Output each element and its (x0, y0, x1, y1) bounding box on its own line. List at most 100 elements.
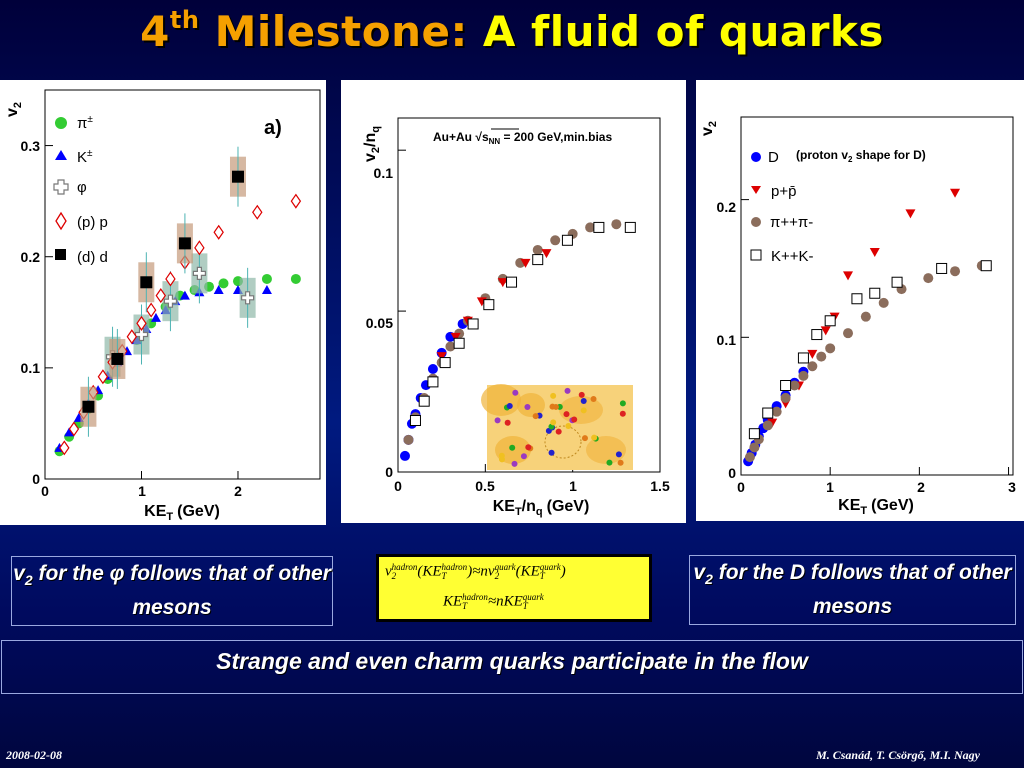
chart-b-point-s1-14 (585, 222, 596, 233)
chart-c-point-s2-12 (860, 311, 871, 322)
chart-a-ylabel-sub: 2 (12, 102, 24, 108)
f-ke1: KE (422, 563, 442, 580)
phi-var-sub: 2 (24, 572, 33, 589)
f-v2-sup: quark (494, 562, 516, 572)
chart-b-ylabel-sub2: q (370, 126, 382, 133)
quark-dot (550, 419, 557, 426)
chart-a-point-s1-1 (64, 427, 75, 437)
chart-c-point-s2-9 (816, 351, 827, 362)
chart-b-marks (399, 219, 636, 461)
chart-b-point-s0-6 (427, 364, 438, 375)
chart-b-xlabel: KET/nq (GeV) (493, 498, 590, 518)
chart-c-point-s3-9 (936, 262, 948, 274)
formula-line-2: KE hadron T ≈nKE quark T (443, 593, 544, 611)
chart-b-point-s1-15 (611, 219, 622, 230)
chart-c-ylabel: v2 (699, 121, 719, 136)
chart-a-legend: π± K± φ (p) p (d) d (53, 114, 108, 266)
footer-date: 2008-02-08 (6, 748, 62, 762)
chart-a-point-s1-10 (150, 312, 161, 322)
chart-a-ytick-1: 0.1 (21, 360, 41, 376)
chart-a-point-s2-1 (134, 327, 149, 342)
chart-c-point-s2-3 (762, 420, 773, 431)
chart-a-point-s3-8 (136, 315, 147, 331)
chart-a-point-s2-2 (163, 294, 178, 308)
chart-panel-c: 0 0.1 0.2 0 1 2 3 KET (GeV) v2 (proton v2… (696, 80, 1024, 521)
chart-panel-b: 0 0.05 0.1 0 0.5 1 1.5 KET/nq (GeV) v2/nq… (341, 80, 686, 523)
chart-a-point-s0-13 (218, 278, 229, 289)
chart-b-point-s2-1 (450, 332, 461, 342)
chart-c-point-s1-8 (905, 209, 916, 219)
chart-c-xtick-0: 0 (737, 479, 745, 495)
chart-panel-a: 0 0.1 0.2 0.3 0 1 2 KET (GeV) v2 a) π± K±… (0, 80, 326, 525)
quark-dot (580, 398, 587, 405)
f2-nke: nKE (496, 593, 523, 610)
chart-b-point-s2-6 (541, 249, 552, 259)
legend-d-label: D (768, 149, 779, 166)
chart-a-point-s0-15 (261, 273, 272, 284)
chart-a-ylabel-main: v (4, 108, 21, 117)
chart-a-panel-label: a) (264, 117, 282, 139)
chart-c-marks (743, 188, 992, 467)
chart-c-point-s2-6 (789, 380, 800, 391)
f-paren-3: ( (515, 563, 521, 580)
chart-a-xlabel-unit: (GeV) (177, 503, 220, 520)
chart-c-xlabel-sub: T (860, 505, 867, 517)
chart-c-point-s3-10 (980, 260, 992, 272)
chart-b-point-s1-11 (532, 244, 543, 255)
chart-c-point-s1-6 (843, 271, 854, 281)
chart-c-point-s2-0 (744, 452, 755, 463)
chart-b-xtick-2: 1 (569, 478, 577, 494)
chart-a-point-s1-15 (213, 285, 224, 295)
chart-a-point-s3-11 (165, 271, 176, 287)
d-var-v: v (693, 561, 706, 584)
f-v-sup: hadron (391, 562, 418, 572)
chart-b-ylabel-sub: 2 (370, 147, 382, 153)
chart-a-point-s3-15 (252, 204, 263, 220)
chart-a-point-s3-16 (290, 193, 302, 209)
f2-nke-sub: T (522, 601, 528, 611)
quark-fluid-illustration (481, 384, 633, 470)
chart-c-point-s1-9 (950, 188, 961, 198)
chart-c-xlabel: KET (GeV) (838, 497, 914, 517)
chart-c-point-s3-0 (748, 428, 760, 440)
title-orange: Milestone: (214, 7, 468, 56)
chart-c-point-s2-8 (807, 361, 818, 372)
chart-a-point-s3-13 (194, 240, 205, 256)
chart-b-ann-nn: NN (489, 137, 501, 146)
f-paren-4: ) (560, 563, 566, 580)
quark-dot (552, 403, 559, 410)
f2-approx: ≈ (487, 593, 497, 610)
chart-a-point-s0-16 (290, 273, 301, 284)
chart-b-point-s2-4 (497, 278, 508, 288)
chart-c-point-s2-15 (923, 273, 934, 284)
legend-pi-marker (55, 117, 67, 129)
chart-b-point-s3-3 (439, 357, 451, 369)
chart-a-point-s4-4 (231, 170, 244, 183)
legend-pp-marker (751, 186, 761, 194)
chart-c-ytick-0: 0 (728, 465, 736, 481)
chart-b-point-s1-0 (403, 434, 414, 445)
chart-c-point-s2-10 (825, 343, 836, 354)
quark-dot (504, 419, 511, 426)
chart-c-point-s3-6 (851, 293, 863, 305)
chart-a-ytick-3: 0.3 (21, 138, 41, 154)
chart-a-point-s4-0 (82, 400, 95, 413)
legend-deuteron-label: (d) d (77, 249, 108, 266)
quark-dot (509, 444, 516, 451)
chart-b-xlabel-main: KE (493, 498, 516, 515)
chart-b-point-s3-4 (453, 337, 465, 349)
d-var-sub: 2 (705, 571, 713, 588)
quark-dot (578, 391, 585, 398)
f-ke2: KE (520, 563, 540, 580)
chart-b-point-s3-6 (483, 299, 495, 311)
chart-a-point-s3-4 (97, 369, 109, 385)
chart-b-point-s1-5 (445, 341, 456, 352)
legend-pi-label: π± (77, 114, 93, 132)
legend-kaon-sup: ± (87, 148, 93, 159)
chart-b-point-s3-11 (624, 221, 636, 233)
chart-c-point-s3-5 (824, 315, 836, 327)
legend-proton-marker (55, 211, 67, 231)
chart-c-ann-post: shape for D) (852, 148, 925, 162)
quark-dot (581, 435, 588, 442)
quark-dot (619, 400, 626, 407)
